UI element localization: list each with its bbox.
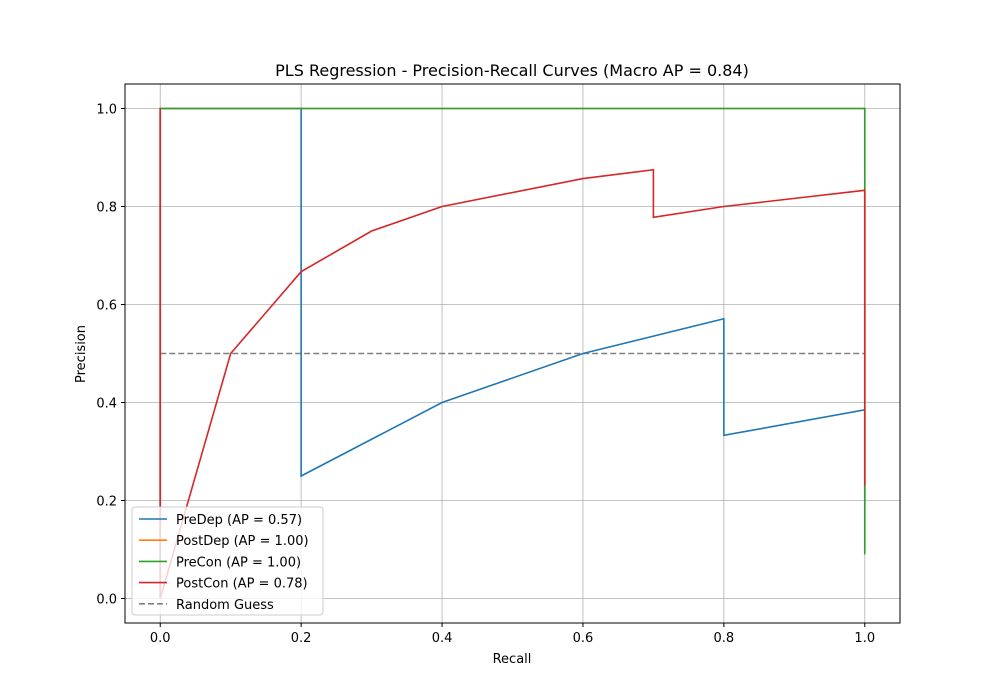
plot-area-frame — [124, 83, 901, 624]
legend-label: PreCon (AP = 1.00) — [176, 555, 301, 570]
y-tick-label: 0.4 — [96, 397, 117, 412]
x-tick-label: 0.8 — [714, 631, 735, 646]
y-tick-label: 0.6 — [96, 299, 117, 314]
legend-label: Random Guess — [176, 598, 274, 613]
axis-ticks: 0.0 0.2 0.4 0.6 0.8 1.0 0.0 0.2 0.4 0.6 0.8 1.0 — [96, 103, 875, 647]
legend-label: PostCon (AP = 0.78) — [176, 577, 308, 592]
x-tick-label: 0.4 — [432, 631, 453, 646]
x-tick-label: 1.0 — [854, 631, 875, 646]
x-tick-label: 0.6 — [573, 631, 594, 646]
y-tick-label: 0.2 — [96, 495, 117, 510]
x-tick-label: 0.0 — [150, 631, 171, 646]
legend: PreDep (AP = 0.57) PostDep (AP = 1.00) Pre… — [131, 506, 324, 616]
y-axis-label: Precision — [74, 325, 89, 383]
x-axis-label: Recall — [493, 652, 532, 667]
chart-title: PLS Regression - Precision-Recall Curves… — [275, 61, 749, 80]
legend-label: PreDep (AP = 0.57) — [176, 513, 302, 528]
y-tick-label: 1.0 — [96, 103, 117, 118]
legend-box — [131, 506, 324, 616]
y-tick-label: 0.8 — [96, 201, 117, 216]
legend-label: PostDep (AP = 1.00) — [176, 534, 309, 549]
x-tick-label: 0.2 — [291, 631, 312, 646]
y-tick-label: 0.0 — [96, 593, 117, 608]
